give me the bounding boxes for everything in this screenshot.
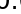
PathPatch shape [12, 6, 16, 9]
